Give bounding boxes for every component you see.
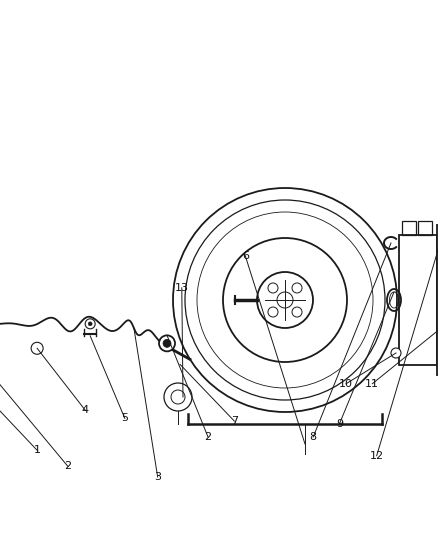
Text: 2: 2	[64, 462, 71, 471]
Text: 7: 7	[231, 416, 238, 426]
Circle shape	[31, 342, 43, 354]
Circle shape	[85, 319, 95, 329]
Circle shape	[163, 340, 171, 348]
Text: 4: 4	[82, 406, 89, 415]
Circle shape	[391, 348, 401, 358]
Text: 10: 10	[339, 379, 353, 389]
FancyBboxPatch shape	[437, 225, 438, 375]
Text: 2: 2	[205, 432, 212, 442]
Text: 9: 9	[336, 419, 343, 429]
Text: 8: 8	[310, 432, 317, 442]
Text: 6: 6	[242, 251, 249, 261]
FancyBboxPatch shape	[399, 235, 437, 365]
Text: 11: 11	[365, 379, 379, 389]
Text: 13: 13	[175, 283, 189, 293]
Text: 5: 5	[121, 414, 128, 423]
Text: 1: 1	[34, 446, 41, 455]
Circle shape	[159, 335, 175, 351]
Circle shape	[88, 322, 92, 326]
Text: 12: 12	[370, 451, 384, 461]
Text: 3: 3	[154, 472, 161, 482]
Circle shape	[164, 383, 192, 411]
